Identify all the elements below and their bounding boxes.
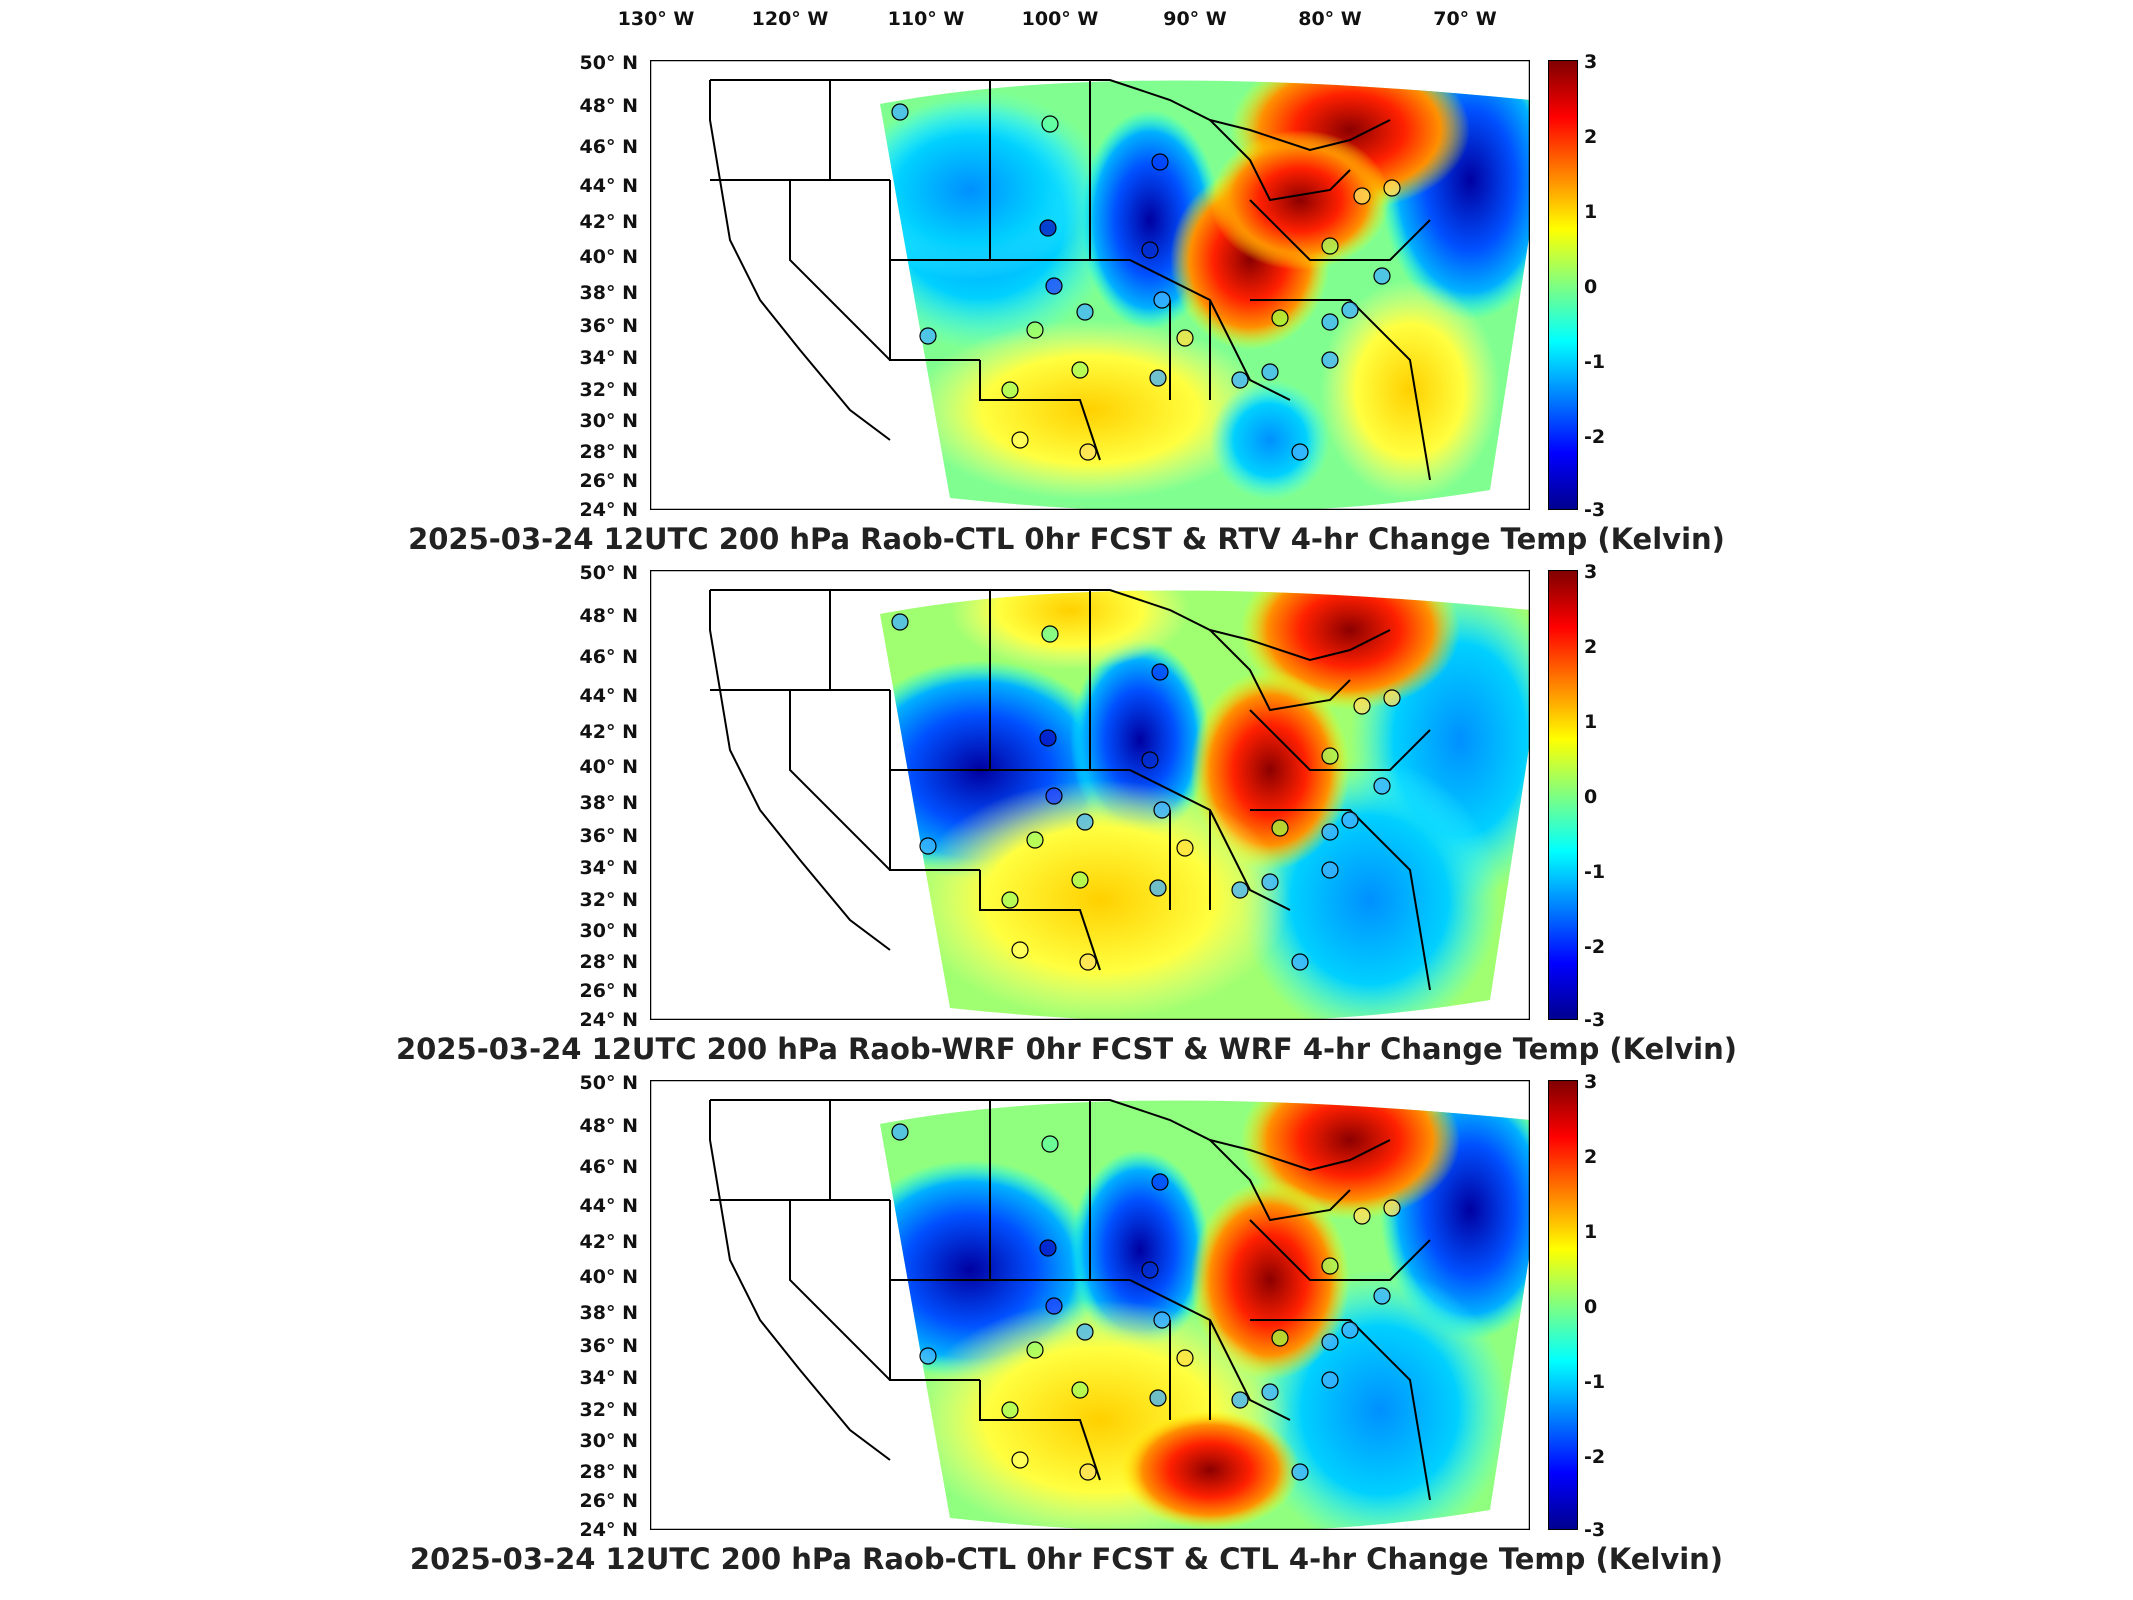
lat-label: 24° N bbox=[579, 1009, 638, 1031]
lat-label: 46° N bbox=[579, 1156, 638, 1178]
lon-label: 130° W bbox=[617, 8, 695, 30]
lat-label: 46° N bbox=[579, 646, 638, 668]
lat-label: 50° N bbox=[579, 562, 638, 584]
lat-label: 38° N bbox=[579, 1302, 638, 1324]
colorbar bbox=[1548, 60, 1578, 510]
lat-label: 32° N bbox=[579, 379, 638, 401]
colorbar-tick: 2 bbox=[1584, 126, 1598, 148]
colorbar-tick: 0 bbox=[1584, 276, 1598, 298]
lat-label: 36° N bbox=[579, 825, 638, 847]
lat-label: 44° N bbox=[579, 1195, 638, 1217]
colorbar bbox=[1548, 1080, 1578, 1530]
lat-label: 26° N bbox=[579, 470, 638, 492]
lat-label: 40° N bbox=[579, 246, 638, 268]
colorbar-tick: 2 bbox=[1584, 1146, 1598, 1168]
colorbar-tick: -1 bbox=[1584, 1371, 1606, 1393]
lon-label: 110° W bbox=[887, 8, 965, 30]
lat-label: 50° N bbox=[579, 1072, 638, 1094]
lat-label: 32° N bbox=[579, 889, 638, 911]
temperature-map bbox=[650, 60, 1530, 510]
map-panel-3: 50° N 48° N 46° N 44° N 42° N 40° N 38° … bbox=[0, 1071, 2133, 1590]
lat-label: 40° N bbox=[579, 1266, 638, 1288]
lat-label: 38° N bbox=[579, 792, 638, 814]
colorbar-tick: -3 bbox=[1584, 499, 1606, 521]
lon-label: 120° W bbox=[751, 8, 829, 30]
colorbar-tick: -2 bbox=[1584, 1446, 1606, 1468]
colorbar-tick: -2 bbox=[1584, 426, 1606, 448]
lat-label: 26° N bbox=[579, 1490, 638, 1512]
lat-label: 28° N bbox=[579, 441, 638, 463]
colorbar-tick: 1 bbox=[1584, 711, 1598, 733]
lat-label: 24° N bbox=[579, 499, 638, 521]
lat-label: 36° N bbox=[579, 315, 638, 337]
colorbar-tick: 3 bbox=[1584, 1071, 1598, 1093]
lat-label: 32° N bbox=[579, 1399, 638, 1421]
lat-label: 38° N bbox=[579, 282, 638, 304]
lon-label: 90° W bbox=[1163, 8, 1227, 30]
lat-label: 44° N bbox=[579, 175, 638, 197]
lat-label: 24° N bbox=[579, 1519, 638, 1541]
panel-title: 2025-03-24 12UTC 200 hPa Raob-CTL 0hr FC… bbox=[408, 522, 1725, 556]
lon-label: 80° W bbox=[1298, 8, 1362, 30]
panel-title: 2025-03-24 12UTC 200 hPa Raob-CTL 0hr FC… bbox=[409, 1542, 1724, 1576]
lat-label: 34° N bbox=[579, 347, 638, 369]
colorbar-tick: 1 bbox=[1584, 1221, 1598, 1243]
lat-label: 48° N bbox=[579, 605, 638, 627]
colorbar-tick: 3 bbox=[1584, 561, 1598, 583]
lat-label: 34° N bbox=[579, 1367, 638, 1389]
lat-label: 30° N bbox=[579, 1430, 638, 1452]
lon-label: 70° W bbox=[1433, 8, 1497, 30]
colorbar-tick: -1 bbox=[1584, 861, 1606, 883]
colorbar-tick: -3 bbox=[1584, 1519, 1606, 1541]
lat-label: 30° N bbox=[579, 920, 638, 942]
colorbar bbox=[1548, 570, 1578, 1020]
lat-label: 26° N bbox=[579, 980, 638, 1002]
colorbar-tick: -1 bbox=[1584, 351, 1606, 373]
lat-label: 50° N bbox=[579, 52, 638, 74]
lat-label: 30° N bbox=[579, 410, 638, 432]
lat-label: 36° N bbox=[579, 1335, 638, 1357]
lon-label: 100° W bbox=[1021, 8, 1099, 30]
colorbar-tick: 0 bbox=[1584, 1296, 1598, 1318]
lat-label: 48° N bbox=[579, 95, 638, 117]
lat-label: 34° N bbox=[579, 857, 638, 879]
lat-label: 40° N bbox=[579, 756, 638, 778]
lat-label: 46° N bbox=[579, 136, 638, 158]
lat-label: 48° N bbox=[579, 1115, 638, 1137]
lat-label: 42° N bbox=[579, 721, 638, 743]
map-panel-1: 50° N 48° N 46° N 44° N 42° N 40° N 38° … bbox=[0, 51, 2133, 570]
colorbar-tick: 2 bbox=[1584, 636, 1598, 658]
lat-label: 28° N bbox=[579, 951, 638, 973]
colorbar-tick: 3 bbox=[1584, 51, 1598, 73]
lat-label: 42° N bbox=[579, 1231, 638, 1253]
colorbar-tick: 1 bbox=[1584, 201, 1598, 223]
map-panel-2: 50° N 48° N 46° N 44° N 42° N 40° N 38° … bbox=[0, 561, 2133, 1080]
lat-label: 42° N bbox=[579, 211, 638, 233]
longitude-labels: 130° W 120° W 110° W 100° W 90° W 80° W … bbox=[0, 0, 2133, 60]
lat-label: 44° N bbox=[579, 685, 638, 707]
colorbar-tick: -3 bbox=[1584, 1009, 1606, 1031]
colorbar-tick: 0 bbox=[1584, 786, 1598, 808]
lat-label: 28° N bbox=[579, 1461, 638, 1483]
temperature-map bbox=[650, 1080, 1530, 1530]
colorbar-tick: -2 bbox=[1584, 936, 1606, 958]
temperature-map bbox=[650, 570, 1530, 1020]
panel-title: 2025-03-24 12UTC 200 hPa Raob-WRF 0hr FC… bbox=[395, 1032, 1737, 1066]
